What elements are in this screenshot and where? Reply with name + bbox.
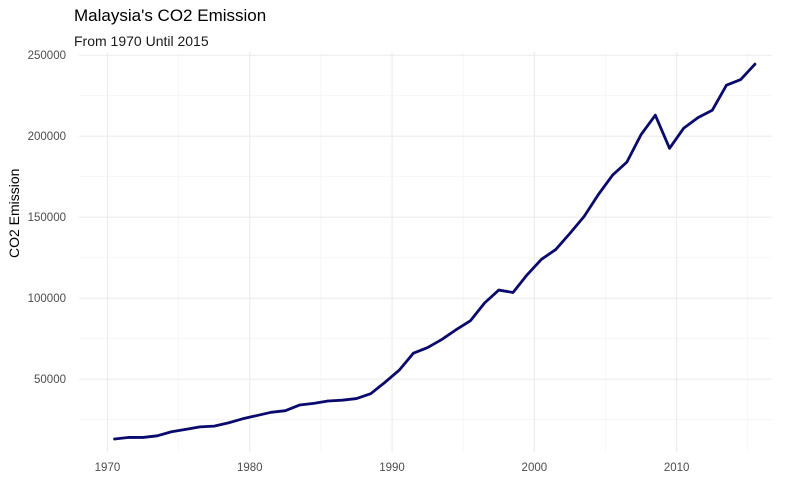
data-point — [583, 215, 585, 217]
data-point — [426, 346, 428, 348]
x-tick-label: 1980 — [237, 462, 263, 474]
data-point — [327, 400, 329, 402]
data-point — [341, 399, 343, 401]
data-point — [412, 352, 414, 354]
data-point — [739, 78, 741, 80]
data-point — [370, 393, 372, 395]
y-tick-label: 200000 — [28, 131, 66, 143]
data-point — [469, 320, 471, 322]
data-point — [355, 397, 357, 399]
data-point — [626, 161, 628, 163]
data-point — [256, 414, 258, 416]
x-tick-label: 2000 — [522, 462, 548, 474]
data-point — [142, 436, 144, 438]
series-group — [113, 63, 756, 440]
data-point — [540, 258, 542, 260]
data-point — [270, 411, 272, 413]
y-tick-label: 250000 — [28, 50, 66, 62]
data-point — [526, 273, 528, 275]
data-point — [284, 410, 286, 412]
series-line — [115, 64, 755, 439]
data-point — [455, 329, 457, 331]
data-point — [512, 291, 514, 293]
x-tick-label: 2010 — [664, 462, 690, 474]
data-point — [441, 338, 443, 340]
data-point — [555, 248, 557, 250]
y-tick-label: 150000 — [28, 212, 66, 224]
data-point — [569, 232, 571, 234]
data-point — [156, 435, 158, 437]
data-point — [725, 84, 727, 86]
data-point — [113, 438, 115, 440]
y-tick-label: 100000 — [28, 293, 66, 305]
data-point — [170, 431, 172, 433]
data-point — [398, 369, 400, 371]
data-point — [611, 174, 613, 176]
y-tick-label: 50000 — [34, 374, 66, 386]
minor-gridlines — [79, 52, 772, 452]
data-point — [199, 426, 201, 428]
data-point — [185, 428, 187, 430]
data-point — [313, 402, 315, 404]
data-point — [683, 127, 685, 129]
x-tick-labels: 1970 1980 1990 2000 2010 — [95, 462, 690, 474]
data-point — [697, 116, 699, 118]
data-point — [597, 193, 599, 195]
data-point — [128, 436, 130, 438]
data-point — [241, 418, 243, 420]
data-point — [754, 63, 756, 65]
data-point — [298, 404, 300, 406]
data-point — [668, 147, 670, 149]
data-point — [498, 289, 500, 291]
data-point — [227, 422, 229, 424]
major-gridlines — [79, 52, 772, 452]
data-point — [384, 381, 386, 383]
x-tick-label: 1970 — [95, 462, 121, 474]
data-point — [711, 109, 713, 111]
data-point — [654, 114, 656, 116]
y-tick-labels: 50000 100000 150000 200000 250000 — [28, 50, 66, 386]
data-point — [483, 302, 485, 304]
data-point — [640, 133, 642, 135]
data-point — [213, 425, 215, 427]
x-tick-label: 1990 — [379, 462, 405, 474]
